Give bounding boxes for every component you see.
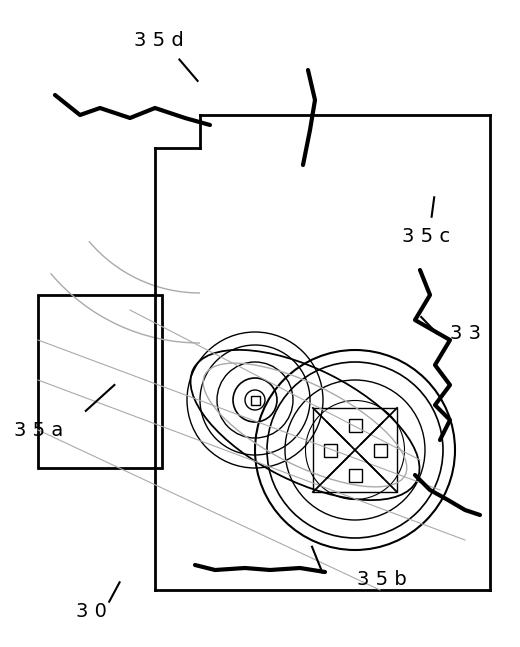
Text: 3 3: 3 3 [450,324,481,343]
Text: 3 5 a: 3 5 a [15,421,63,440]
Bar [38,295,162,468]
Bar [373,443,386,457]
Bar [313,408,397,492]
Bar [348,419,361,432]
Text: 3 5 b: 3 5 b [357,569,407,589]
Bar [323,443,336,457]
Text: 3 5 c: 3 5 c [402,226,450,246]
Bar [251,395,259,404]
Bar [348,468,361,481]
Text: 3 0: 3 0 [75,602,107,621]
Text: 3 5 d: 3 5 d [134,31,184,50]
